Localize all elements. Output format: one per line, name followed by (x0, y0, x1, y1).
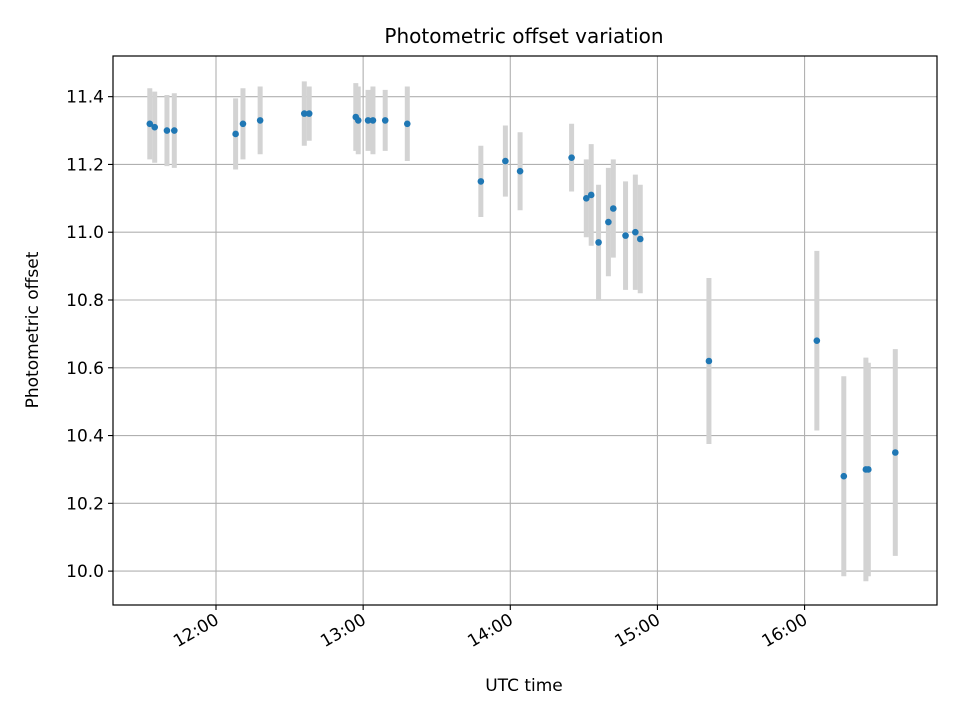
data-point (583, 195, 590, 202)
data-point (239, 120, 247, 128)
data-points (146, 110, 899, 480)
data-point (403, 120, 411, 128)
y-tick-label: 11.4 (66, 88, 104, 108)
data-point (305, 110, 313, 117)
x-axis-label: UTC time (485, 676, 563, 696)
grid (113, 56, 937, 605)
y-tick-label: 10.8 (66, 291, 104, 311)
y-axis-label: Photometric offset (23, 251, 43, 408)
data-point (587, 191, 595, 199)
data-point (865, 466, 872, 473)
y-tick-label: 10.6 (66, 359, 104, 379)
data-point (300, 110, 308, 117)
plot-frame (112, 55, 938, 606)
data-point (256, 117, 264, 124)
data-point (232, 130, 239, 138)
chart-title: Photometric offset variation (384, 24, 663, 48)
y-tick-label: 10.2 (66, 494, 104, 514)
data-point (622, 232, 629, 239)
y-tick-label: 11.0 (66, 223, 104, 243)
data-point (146, 120, 154, 128)
data-point (705, 357, 713, 365)
data-point (369, 117, 377, 124)
data-point (595, 239, 602, 246)
data-point (892, 449, 899, 456)
data-point (840, 472, 848, 480)
data-point (636, 235, 644, 243)
data-point (364, 117, 372, 124)
data-point (477, 178, 485, 185)
data-point (381, 117, 389, 124)
data-point (632, 228, 639, 236)
data-point (813, 337, 821, 344)
y-tick-label: 10.0 (66, 562, 104, 582)
data-point (171, 127, 178, 134)
data-point (151, 123, 158, 131)
data-point (516, 167, 524, 175)
y-tick-label: 11.2 (66, 155, 104, 175)
data-point (163, 127, 171, 134)
y-axis-ticks: 10.0 10.2 10.4 10.6 10.8 11.0 11.2 11.4 (66, 88, 113, 582)
data-point (605, 218, 612, 226)
data-point (568, 154, 575, 161)
data-point (609, 205, 617, 212)
data-point (502, 157, 509, 165)
y-tick-label: 10.4 (66, 427, 104, 447)
data-point (354, 117, 362, 124)
